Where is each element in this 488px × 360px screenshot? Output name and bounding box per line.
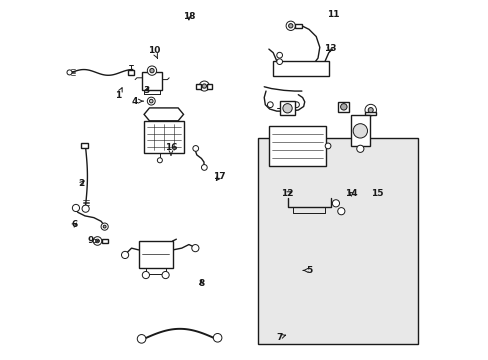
Text: 8: 8 [198,279,204,288]
Text: 3: 3 [143,86,150,95]
Circle shape [340,104,346,110]
Circle shape [199,81,209,91]
Circle shape [276,52,282,58]
Circle shape [67,70,72,75]
Text: 13: 13 [323,44,335,53]
Text: 1: 1 [115,88,122,100]
Bar [273,61,328,76]
Text: 2: 2 [78,179,84,188]
Text: 10: 10 [148,46,160,58]
Circle shape [101,223,108,230]
Circle shape [332,200,339,207]
Circle shape [93,237,102,245]
Text: 11: 11 [326,10,339,19]
Bar [280,101,294,116]
Circle shape [96,239,99,243]
Circle shape [72,204,80,212]
Circle shape [162,271,169,279]
Bar [196,84,201,89]
Text: 18: 18 [183,12,195,21]
Circle shape [103,225,106,228]
Circle shape [202,84,206,88]
Text: 6: 6 [71,220,77,229]
Text: 4: 4 [131,96,143,105]
Bar [81,143,88,148]
Bar [207,84,212,89]
Circle shape [147,97,155,105]
Circle shape [142,271,149,279]
Circle shape [121,251,128,258]
Circle shape [293,102,299,108]
Bar [338,102,348,112]
Text: 12: 12 [281,189,293,198]
Circle shape [276,59,282,64]
Circle shape [149,68,154,73]
Circle shape [267,102,273,108]
Circle shape [282,104,292,113]
Bar [365,112,375,116]
Circle shape [356,145,363,152]
Bar [102,239,107,243]
Circle shape [201,165,207,170]
Circle shape [82,205,89,212]
Bar [350,116,369,146]
Text: 16: 16 [164,143,177,155]
Circle shape [137,334,145,343]
Circle shape [213,333,222,342]
Text: 5: 5 [303,266,311,275]
Polygon shape [144,108,183,121]
Bar [139,241,172,268]
Bar [128,70,134,75]
Bar [258,138,417,344]
Circle shape [288,24,292,28]
Bar [144,121,183,153]
Circle shape [367,108,372,113]
Bar [295,24,301,28]
Bar [142,72,162,90]
Text: 15: 15 [370,189,383,198]
Text: 9: 9 [87,237,99,246]
Circle shape [337,208,344,215]
Text: 14: 14 [345,189,357,198]
Circle shape [364,104,376,116]
Text: 17: 17 [213,172,225,181]
Circle shape [285,21,295,31]
Circle shape [147,66,156,75]
Circle shape [325,143,330,149]
Circle shape [157,158,162,163]
Bar [268,126,325,166]
Circle shape [149,99,153,103]
Circle shape [352,124,367,138]
Text: 7: 7 [276,333,285,342]
Circle shape [191,244,199,252]
Circle shape [192,145,198,151]
